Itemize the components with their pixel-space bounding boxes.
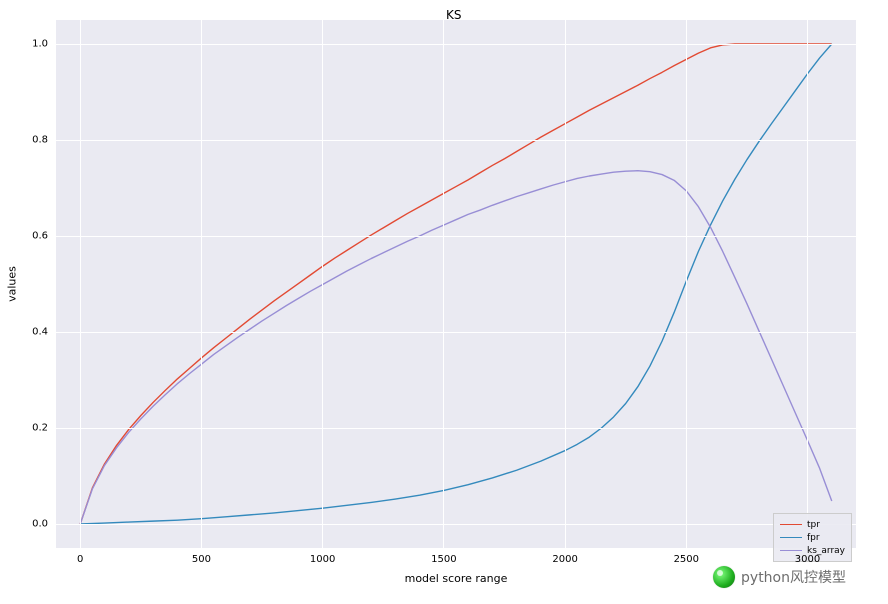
- legend-swatch: [780, 537, 802, 538]
- x-axis-label: model score range: [405, 572, 508, 585]
- grid-line-v: [322, 20, 323, 548]
- grid-line-v: [686, 20, 687, 548]
- y-tick-label: 0.4: [32, 327, 48, 338]
- legend-swatch: [780, 550, 802, 551]
- series-fpr: [80, 44, 832, 524]
- y-tick-label: 0.6: [32, 231, 48, 242]
- grid-line-h: [56, 44, 856, 45]
- x-tick-label: 500: [192, 554, 211, 565]
- series-ks_array: [80, 171, 832, 524]
- legend-item: tpr: [780, 518, 845, 531]
- grid-line-h: [56, 140, 856, 141]
- grid-line-v: [807, 20, 808, 548]
- y-tick-label: 0.0: [32, 519, 48, 530]
- grid-line-h: [56, 524, 856, 525]
- grid-line-v: [565, 20, 566, 548]
- figure: KS model score range values tprfprks_arr…: [0, 0, 888, 604]
- legend-label: tpr: [807, 520, 820, 530]
- legend-label: fpr: [807, 533, 820, 543]
- legend-item: fpr: [780, 531, 845, 544]
- wechat-icon: [713, 566, 735, 588]
- x-tick-label: 3000: [795, 554, 820, 565]
- x-tick-label: 2000: [552, 554, 577, 565]
- grid-line-v: [201, 20, 202, 548]
- y-tick-label: 0.8: [32, 135, 48, 146]
- x-tick-label: 2500: [674, 554, 699, 565]
- y-axis-label: values: [6, 266, 19, 302]
- plot-area: [56, 20, 856, 548]
- series-layer: [56, 20, 856, 548]
- y-tick-label: 1.0: [32, 39, 48, 50]
- legend-swatch: [780, 524, 802, 525]
- grid-line-v: [80, 20, 81, 548]
- grid-line-h: [56, 428, 856, 429]
- grid-line-v: [443, 20, 444, 548]
- y-tick-label: 0.2: [32, 423, 48, 434]
- x-tick-label: 0: [77, 554, 83, 565]
- watermark-text: python风控模型: [741, 567, 846, 587]
- grid-line-h: [56, 236, 856, 237]
- grid-line-h: [56, 332, 856, 333]
- x-tick-label: 1500: [431, 554, 456, 565]
- x-tick-label: 1000: [310, 554, 335, 565]
- series-tpr: [80, 44, 832, 524]
- watermark: python风控模型: [713, 566, 846, 588]
